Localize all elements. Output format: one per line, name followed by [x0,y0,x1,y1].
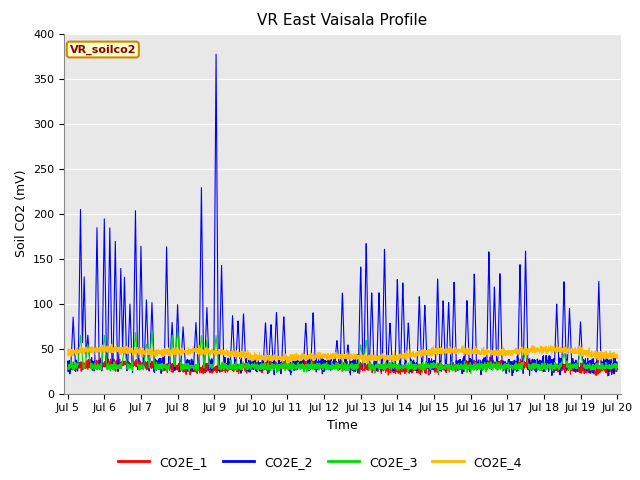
CO2E_3 [613,362,621,368]
CO2E_4 [64,353,72,359]
CO2E_3 [159,364,167,370]
CO2E_1 [298,361,306,367]
Line: CO2E_4: CO2E_4 [68,344,617,363]
CO2E_1 [127,362,134,368]
CO2E_4 [613,355,621,361]
CO2E_1 [159,362,167,368]
CO2E_2 [212,51,220,57]
CO2E_3 [173,326,181,332]
CO2E_1 [102,352,110,358]
CO2E_3 [275,362,282,368]
CO2E_2 [64,359,72,365]
Legend: CO2E_1, CO2E_2, CO2E_3, CO2E_4: CO2E_1, CO2E_2, CO2E_3, CO2E_4 [113,451,527,474]
CO2E_1 [275,367,282,373]
CO2E_3 [603,364,611,370]
CO2E_2 [159,358,167,364]
CO2E_3 [64,366,72,372]
CO2E_1 [604,373,611,379]
CO2E_3 [298,361,306,367]
Line: CO2E_2: CO2E_2 [68,54,617,375]
CO2E_2 [543,359,551,364]
CO2E_4 [603,352,611,358]
Title: VR East Vaisala Profile: VR East Vaisala Profile [257,13,428,28]
CO2E_4 [380,360,388,366]
CO2E_3 [127,364,134,370]
X-axis label: Time: Time [327,419,358,432]
Line: CO2E_1: CO2E_1 [68,355,617,376]
CO2E_4 [127,346,134,351]
Y-axis label: Soil CO2 (mV): Soil CO2 (mV) [15,170,28,257]
CO2E_1 [613,366,621,372]
CO2E_3 [467,371,475,376]
CO2E_1 [603,367,611,373]
Text: VR_soilco2: VR_soilco2 [70,44,136,55]
CO2E_4 [543,347,551,352]
CO2E_4 [108,341,116,347]
CO2E_2 [298,362,306,368]
CO2E_2 [603,359,611,365]
CO2E_4 [298,357,306,362]
CO2E_3 [543,361,551,367]
CO2E_2 [613,365,621,371]
CO2E_4 [275,353,282,359]
CO2E_4 [159,354,167,360]
CO2E_2 [275,359,282,365]
CO2E_1 [543,363,551,369]
CO2E_2 [127,312,134,317]
CO2E_1 [64,362,72,368]
CO2E_2 [508,372,516,378]
Line: CO2E_3: CO2E_3 [68,329,617,373]
